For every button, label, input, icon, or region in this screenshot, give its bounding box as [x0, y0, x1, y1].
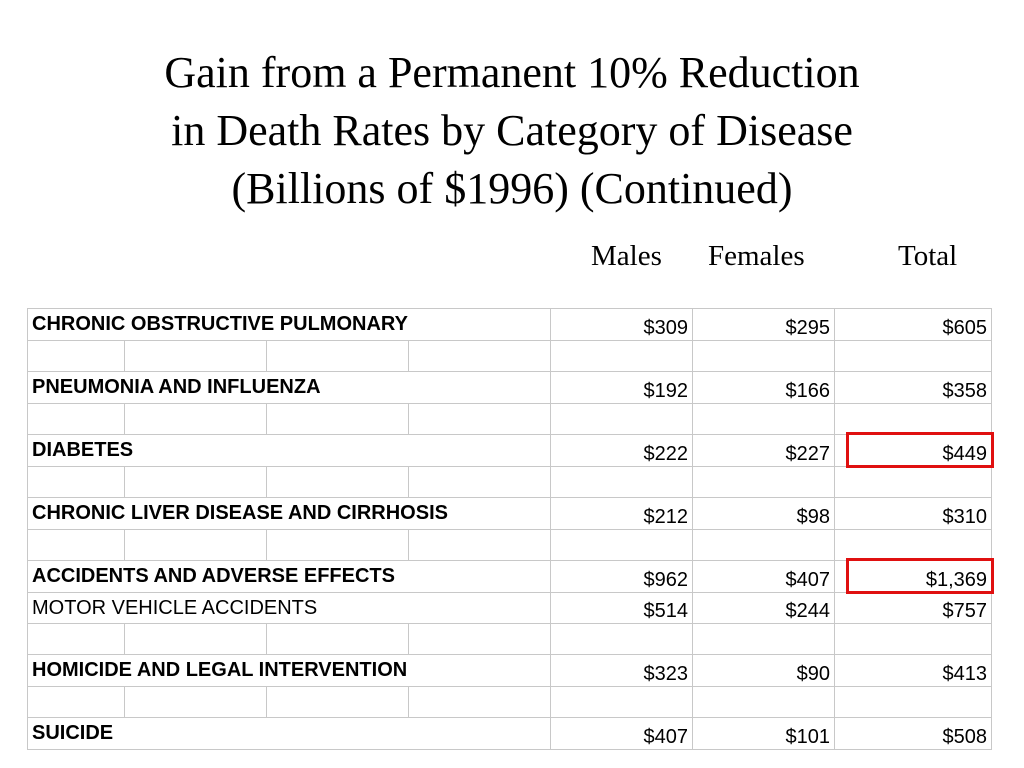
females-cell: $101 [692, 717, 835, 750]
spacer-row [27, 529, 992, 561]
spacer-row [27, 340, 992, 372]
females-cell: $98 [692, 497, 835, 530]
females-cell: $166 [692, 371, 835, 404]
table-row: CHRONIC OBSTRUCTIVE PULMONARY $309 $295 … [27, 308, 992, 341]
column-header-females: Females [708, 240, 805, 272]
females-cell: $295 [692, 308, 835, 341]
spacer-row [27, 686, 992, 718]
males-cell: $309 [550, 308, 693, 341]
females-cell: $227 [692, 434, 835, 467]
total-cell: $358 [834, 371, 992, 404]
row-label: DIABETES [27, 434, 551, 467]
title-line-2: in Death Rates by Category of Disease [171, 106, 853, 155]
spacer-row [27, 623, 992, 655]
table-row: HOMICIDE AND LEGAL INTERVENTION $323 $90… [27, 654, 992, 687]
table-row: PNEUMONIA AND INFLUENZA $192 $166 $358 [27, 371, 992, 404]
total-cell: $413 [834, 654, 992, 687]
males-cell: $212 [550, 497, 693, 530]
table-row: ACCIDENTS AND ADVERSE EFFECTS $962 $407 … [27, 558, 995, 595]
row-label: PNEUMONIA AND INFLUENZA [27, 371, 551, 404]
total-cell: $310 [834, 497, 992, 530]
row-label: HOMICIDE AND LEGAL INTERVENTION [27, 654, 551, 687]
total-cell: $508 [834, 717, 992, 750]
row-label: MOTOR VEHICLE ACCIDENTS [27, 592, 551, 624]
table-row: MOTOR VEHICLE ACCIDENTS $514 $244 $757 [27, 592, 992, 624]
table-row: DIABETES $222 $227 $449 [27, 432, 995, 469]
total-cell: $605 [834, 308, 992, 341]
males-cell: $514 [550, 592, 693, 624]
females-cell: $90 [692, 654, 835, 687]
slide-title: Gain from a Permanent 10% Reduction in D… [0, 44, 1024, 218]
data-table: CHRONIC OBSTRUCTIVE PULMONARY $309 $295 … [27, 308, 995, 750]
males-cell: $962 [550, 560, 693, 593]
total-cell: $757 [834, 592, 992, 624]
total-cell-highlighted: $449 [834, 432, 995, 469]
spacer-row [27, 466, 992, 498]
spacer-row [27, 403, 992, 435]
males-cell: $407 [550, 717, 693, 750]
title-line-1: Gain from a Permanent 10% Reduction [164, 48, 860, 97]
males-cell: $192 [550, 371, 693, 404]
title-line-3: (Billions of $1996) (Continued) [231, 164, 793, 213]
row-label: CHRONIC LIVER DISEASE AND CIRRHOSIS [27, 497, 551, 530]
females-cell: $407 [692, 560, 835, 593]
total-cell-highlighted: $1,369 [834, 558, 995, 595]
row-label: SUICIDE [27, 717, 551, 750]
row-label: CHRONIC OBSTRUCTIVE PULMONARY [27, 308, 551, 341]
males-cell: $323 [550, 654, 693, 687]
males-cell: $222 [550, 434, 693, 467]
females-cell: $244 [692, 592, 835, 624]
table-row: SUICIDE $407 $101 $508 [27, 717, 992, 750]
column-header-total: Total [898, 240, 958, 272]
row-label: ACCIDENTS AND ADVERSE EFFECTS [27, 560, 551, 593]
table-row: CHRONIC LIVER DISEASE AND CIRRHOSIS $212… [27, 497, 992, 530]
column-header-males: Males [591, 240, 662, 272]
